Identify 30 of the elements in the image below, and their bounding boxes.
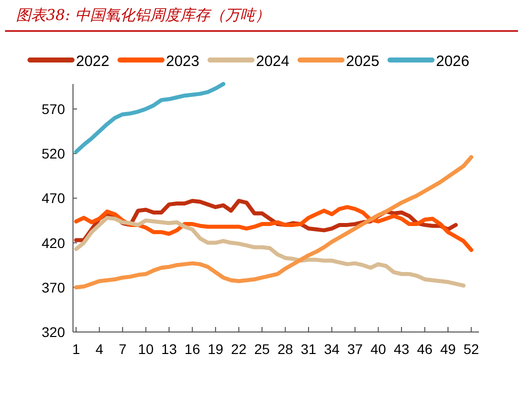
legend-label: 2022	[76, 53, 110, 70]
x-tick-label: 19	[208, 341, 224, 357]
x-tick-label: 37	[347, 341, 364, 357]
x-tick-label: 4	[95, 341, 104, 357]
x-tick-label: 25	[254, 341, 270, 357]
x-tick-label: 31	[300, 341, 317, 357]
y-tick-label: 520	[42, 146, 66, 162]
x-tick-label: 7	[118, 341, 127, 357]
x-tick-label: 13	[161, 341, 178, 357]
x-tick-label: 10	[138, 341, 154, 357]
x-tick-label: 46	[416, 341, 433, 357]
x-tick-label: 52	[463, 341, 480, 357]
y-tick-label: 570	[42, 100, 66, 117]
x-tick-label: 49	[440, 341, 456, 357]
x-tick-label: 34	[324, 341, 340, 357]
x-tick-label: 43	[394, 341, 410, 357]
legend-label: 2026	[436, 53, 470, 70]
legend-label: 2024	[256, 53, 290, 70]
y-tick-label: 320	[42, 324, 66, 340]
y-tick-label: 470	[42, 190, 66, 206]
x-tick-label: 28	[278, 341, 294, 357]
y-tick-label: 370	[42, 279, 66, 296]
x-tick-label: 22	[231, 341, 247, 357]
x-tick-label: 40	[370, 341, 386, 357]
legend-label: 2023	[166, 53, 200, 70]
x-tick-label: 16	[184, 341, 200, 357]
title: 图表38: 中国氧化铝周度库存（万吨）	[16, 6, 270, 24]
x-tick-label: 1	[72, 341, 80, 357]
legend-label: 2025	[346, 53, 380, 70]
y-tick-label: 420	[42, 234, 66, 251]
